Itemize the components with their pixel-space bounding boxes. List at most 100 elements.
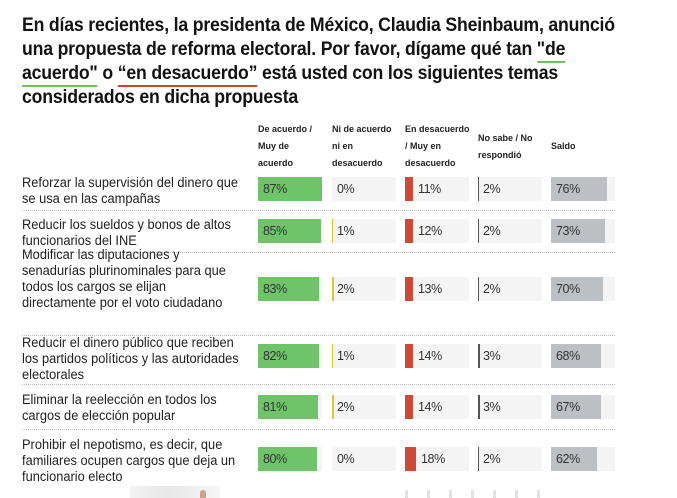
row-label: Reforzar la supervisión del dinero que s… bbox=[22, 175, 239, 206]
cell-dont-know: 3% bbox=[478, 344, 542, 368]
column-header-saldo: Saldo bbox=[551, 141, 576, 151]
value-label: 1% bbox=[337, 224, 355, 238]
bar-dont-know bbox=[478, 177, 479, 201]
article-photo-detail bbox=[200, 490, 206, 498]
row-divider bbox=[22, 335, 615, 336]
bar-disagree bbox=[405, 177, 413, 201]
cell-agree: 80% bbox=[258, 447, 322, 471]
row-label: Modificar las diputaciones y senadurías … bbox=[22, 247, 226, 310]
bar-neutral bbox=[332, 219, 333, 243]
title-disagree-phrase: “en desacuerdo” bbox=[117, 63, 257, 87]
cell-dont-know: 2% bbox=[478, 219, 542, 243]
title-connector: o bbox=[97, 63, 118, 84]
value-label: 3% bbox=[483, 349, 501, 363]
cell-saldo: 67% bbox=[551, 395, 615, 419]
cell-disagree: 13% bbox=[405, 277, 469, 301]
bar-dont-know bbox=[478, 219, 479, 243]
cell-neutral: 0% bbox=[332, 177, 396, 201]
cell-agree: 82% bbox=[258, 344, 322, 368]
cell-dont-know: 3% bbox=[478, 395, 542, 419]
row-divider bbox=[22, 252, 615, 253]
cell-dont-know: 2% bbox=[478, 177, 542, 201]
bar-neutral bbox=[332, 344, 333, 368]
cell-agree: 87% bbox=[258, 177, 322, 201]
cell-disagree: 12% bbox=[405, 219, 469, 243]
cell-saldo: 70% bbox=[551, 277, 615, 301]
title-text-end: está usted con los siguientes temas cons… bbox=[22, 63, 558, 108]
value-label: 2% bbox=[337, 282, 355, 296]
column-header-dont-know: No sabe / No respondió bbox=[478, 133, 533, 160]
bar-disagree bbox=[405, 219, 413, 243]
cell-saldo: 76% bbox=[551, 177, 615, 201]
bar-dont-know bbox=[478, 277, 479, 301]
bar-agree bbox=[258, 277, 319, 301]
row-label: Prohibir el nepotismo, es decir, que fam… bbox=[22, 437, 236, 484]
value-label: 67% bbox=[556, 400, 580, 414]
bar-saldo bbox=[551, 395, 601, 419]
cell-disagree: 14% bbox=[405, 344, 469, 368]
value-label: 83% bbox=[263, 282, 287, 296]
title-agree-phrase: "de acuerdo" bbox=[22, 39, 565, 87]
cell-disagree: 11% bbox=[405, 177, 469, 201]
column-header-disagree: En desacuerdo / Muy en desacuerdo bbox=[405, 124, 470, 168]
value-label: 2% bbox=[483, 282, 501, 296]
value-label: 62% bbox=[556, 452, 580, 466]
chart-title: En días recientes, la presidenta de Méxi… bbox=[22, 14, 617, 110]
value-label: 2% bbox=[483, 452, 501, 466]
value-label: 76% bbox=[556, 182, 580, 196]
title-text-start: En días recientes, la presidenta de Méxi… bbox=[22, 15, 615, 60]
bar-dont-know bbox=[478, 344, 480, 368]
value-label: 81% bbox=[263, 400, 287, 414]
value-label: 14% bbox=[418, 349, 442, 363]
column-header-agree: De acuerdo / Muy de acuerdo bbox=[258, 124, 313, 168]
cell-agree: 81% bbox=[258, 395, 322, 419]
bar-disagree bbox=[405, 344, 413, 368]
bar-saldo bbox=[551, 177, 607, 201]
bar-saldo bbox=[551, 344, 601, 368]
bar-agree bbox=[258, 395, 318, 419]
value-label: 1% bbox=[337, 349, 355, 363]
row-label: Eliminar la reelección en todos los carg… bbox=[22, 392, 217, 423]
cell-neutral: 1% bbox=[332, 219, 396, 243]
value-label: 11% bbox=[418, 182, 441, 196]
row-label: Reducir el dinero público que reciben lo… bbox=[22, 335, 239, 382]
value-label: 73% bbox=[556, 224, 580, 238]
value-label: 2% bbox=[337, 400, 355, 414]
bar-neutral bbox=[332, 277, 334, 301]
bar-agree bbox=[258, 447, 317, 471]
bar-disagree bbox=[405, 395, 413, 419]
cell-neutral: 1% bbox=[332, 344, 396, 368]
article-photo-thumbnail bbox=[130, 486, 220, 498]
value-label: 0% bbox=[337, 452, 355, 466]
value-label: 87% bbox=[263, 182, 287, 196]
bar-agree bbox=[258, 344, 319, 368]
value-label: 0% bbox=[337, 182, 355, 196]
cell-dont-know: 2% bbox=[478, 447, 542, 471]
cell-neutral: 0% bbox=[332, 447, 396, 471]
value-label: 80% bbox=[263, 452, 287, 466]
cell-neutral: 2% bbox=[332, 277, 396, 301]
bar-saldo bbox=[551, 447, 597, 471]
cell-saldo: 62% bbox=[551, 447, 615, 471]
value-label: 2% bbox=[483, 182, 501, 196]
value-label: 68% bbox=[556, 349, 580, 363]
value-label: 70% bbox=[556, 282, 580, 296]
cell-saldo: 73% bbox=[551, 219, 615, 243]
value-label: 2% bbox=[483, 224, 501, 238]
value-label: 85% bbox=[263, 224, 287, 238]
column-header-neutral: Ni de acuerdo ni en desacuerdo bbox=[332, 124, 392, 168]
bar-neutral bbox=[332, 395, 334, 419]
row-divider bbox=[22, 210, 615, 211]
value-label: 13% bbox=[418, 282, 442, 296]
value-label: 3% bbox=[483, 400, 501, 414]
bar-agree bbox=[258, 219, 321, 243]
cell-agree: 83% bbox=[258, 277, 322, 301]
bar-saldo bbox=[551, 219, 605, 243]
bar-saldo bbox=[551, 277, 603, 301]
row-label: Reducir los sueldos y bonos de altos fun… bbox=[22, 217, 231, 248]
bar-disagree bbox=[405, 277, 413, 301]
bar-disagree bbox=[405, 447, 416, 471]
bar-agree bbox=[258, 177, 322, 201]
cell-neutral: 2% bbox=[332, 395, 396, 419]
row-divider bbox=[22, 384, 615, 385]
